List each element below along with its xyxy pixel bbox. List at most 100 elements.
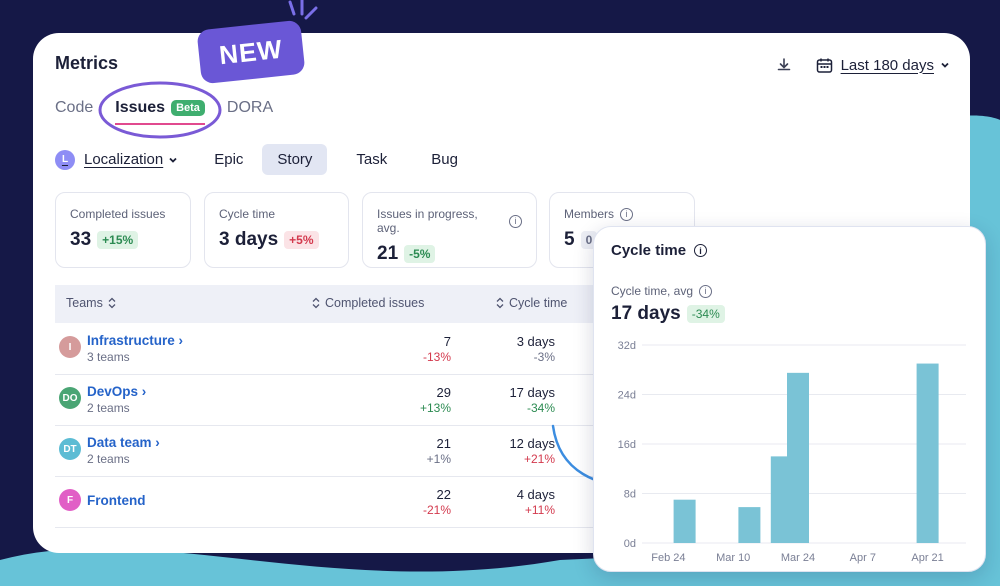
completed-value: 7: [443, 334, 451, 349]
cycle-time-bar-chart: 0d 8d 16d 24d 32d Feb 24 Mar 10 Mar 24 Apr 7 Apr …: [618, 340, 966, 564]
x-tick-label: Mar 10: [716, 552, 750, 564]
info-icon[interactable]: i: [699, 284, 713, 298]
download-icon[interactable]: [774, 55, 794, 75]
tab-dora[interactable]: DORA: [227, 99, 273, 117]
cycle-time-chart-card: Cycle time i Cycle time, avg i 17 days -…: [593, 226, 986, 572]
chevron-down-icon: [940, 60, 950, 70]
chart-bar[interactable]: [673, 499, 696, 543]
x-tick-label: Feb 24: [651, 552, 685, 564]
tab-code[interactable]: Code: [55, 99, 93, 117]
filter-task[interactable]: Task: [356, 151, 388, 168]
y-tick-label: 32d: [618, 340, 636, 352]
chart-card-title: Cycle time i: [611, 242, 708, 259]
active-tab-indicator: [115, 123, 205, 125]
info-icon[interactable]: i: [620, 207, 634, 221]
metric-delta: +5%: [284, 231, 319, 249]
chart-value: 17 days: [611, 303, 681, 324]
tab-bar: Code Issues Beta DORA: [55, 99, 295, 125]
team-avatar: I: [59, 336, 81, 358]
team-link[interactable]: Infrastructure ›: [87, 333, 184, 348]
highlight-circle: [98, 81, 222, 139]
page-title: Metrics: [55, 53, 119, 73]
table-row[interactable]: I Infrastructure › 3 teams 7 -13% 3 days -…: [55, 324, 655, 375]
project-avatar: L: [55, 149, 75, 170]
cycle-value: 12 days: [509, 436, 555, 451]
cycle-delta: +21%: [523, 452, 555, 466]
cycle-value: 17 days: [509, 385, 555, 400]
team-link[interactable]: DevOps ›: [87, 384, 147, 399]
chart-bar[interactable]: [787, 372, 809, 543]
cycle-delta: +11%: [524, 503, 555, 517]
column-label: Cycle time: [509, 296, 568, 310]
filter-epic[interactable]: Epic: [214, 151, 244, 168]
tab-label: Code: [55, 99, 94, 116]
completed-cell: 21 +1%: [371, 436, 451, 466]
sort-icon[interactable]: [312, 297, 320, 309]
metric-label: Members: [564, 207, 615, 221]
beta-badge: Beta: [171, 100, 205, 116]
completed-delta: +1%: [426, 452, 451, 466]
completed-value: 21: [436, 436, 451, 451]
metric-issues-in-progress[interactable]: Issues in progress, avg. i 21 -5%: [362, 192, 537, 268]
tab-issues[interactable]: Issues Beta: [115, 99, 205, 125]
completed-delta: -21%: [422, 503, 451, 517]
team-link[interactable]: Frontend: [87, 493, 146, 508]
column-label: Completed issues: [325, 296, 425, 310]
metric-value: 21: [377, 243, 399, 264]
info-icon[interactable]: i: [694, 244, 708, 257]
completed-cell: 29 +13%: [371, 385, 451, 415]
table-row[interactable]: F Frontend 22 -21% 4 days +11%: [55, 477, 655, 528]
chart-title: Cycle time: [611, 242, 687, 259]
table-row[interactable]: DT Data team › 2 teams 21 +1% 12 days +21%: [55, 426, 655, 477]
metric-completed-issues[interactable]: Completed issues 33 +15%: [55, 192, 191, 268]
column-label: Teams: [66, 296, 103, 310]
completed-delta: +13%: [419, 401, 451, 415]
sort-icon[interactable]: [496, 297, 504, 309]
team-link[interactable]: Data team ›: [87, 435, 160, 450]
cycle-value: 3 days: [516, 334, 555, 349]
date-range-label: Last 180 days: [840, 56, 934, 74]
chart-subtitle: Cycle time, avg: [611, 284, 694, 298]
chart-bar[interactable]: [738, 507, 761, 543]
filter-bug[interactable]: Bug: [431, 151, 458, 168]
y-tick-label: 8d: [624, 489, 636, 501]
metric-value: 5: [564, 229, 575, 250]
teams-table-header: Teams Completed issues Cycle time: [55, 285, 655, 323]
metric-label: Completed issues: [70, 207, 166, 221]
calendar-icon: [816, 57, 833, 74]
filter-story[interactable]: Story: [262, 144, 328, 175]
new-badge: NEW: [196, 19, 306, 85]
team-count: 3 teams: [87, 350, 130, 364]
cycle-cell: 12 days +21%: [475, 436, 555, 466]
table-row[interactable]: DO DevOps › 2 teams 29 +13% 17 days -34%: [55, 375, 655, 426]
metric-value: 3 days: [219, 229, 279, 250]
info-icon[interactable]: i: [509, 214, 522, 228]
date-range-selector[interactable]: Last 180 days: [816, 57, 950, 74]
team-avatar: DT: [59, 438, 81, 460]
tab-label: DORA: [226, 99, 274, 116]
x-tick-label: Mar 24: [781, 552, 815, 564]
project-name: Localization: [84, 151, 164, 168]
team-count: 2 teams: [87, 401, 130, 415]
tab-label: Issues: [115, 99, 166, 116]
metric-delta: +15%: [97, 231, 139, 249]
column-completed-issues[interactable]: Completed issues: [307, 296, 424, 310]
completed-cell: 7 -13%: [371, 334, 451, 364]
cycle-cell: 17 days -34%: [475, 385, 555, 415]
team-count: 2 teams: [87, 452, 130, 466]
x-tick-label: Apr 21: [911, 552, 943, 564]
project-selector[interactable]: L Localization: [55, 149, 179, 170]
sort-icon[interactable]: [108, 297, 116, 309]
cycle-cell: 3 days -3%: [475, 334, 555, 364]
chart-subtitle-row: Cycle time, avg i: [611, 284, 713, 298]
chart-bar[interactable]: [916, 363, 939, 543]
completed-value: 29: [436, 385, 451, 400]
column-cycle-time[interactable]: Cycle time: [491, 296, 567, 310]
completed-value: 22: [436, 487, 451, 502]
chart-delta: -34%: [686, 305, 725, 323]
issue-filters: L Localization Epic Story Task Bug: [55, 144, 477, 175]
cycle-delta: -3%: [533, 350, 555, 364]
column-teams[interactable]: Teams: [66, 296, 121, 310]
header-actions: Last 180 days: [774, 55, 950, 75]
metric-cycle-time[interactable]: Cycle time 3 days +5%: [204, 192, 349, 268]
